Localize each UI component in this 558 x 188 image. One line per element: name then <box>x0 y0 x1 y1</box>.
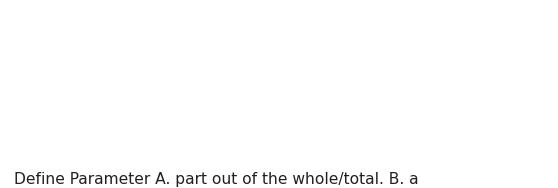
Text: Define Parameter A. part out of the whole/total. B. a
subcollection of members s: Define Parameter A. part out of the whol… <box>14 172 523 188</box>
